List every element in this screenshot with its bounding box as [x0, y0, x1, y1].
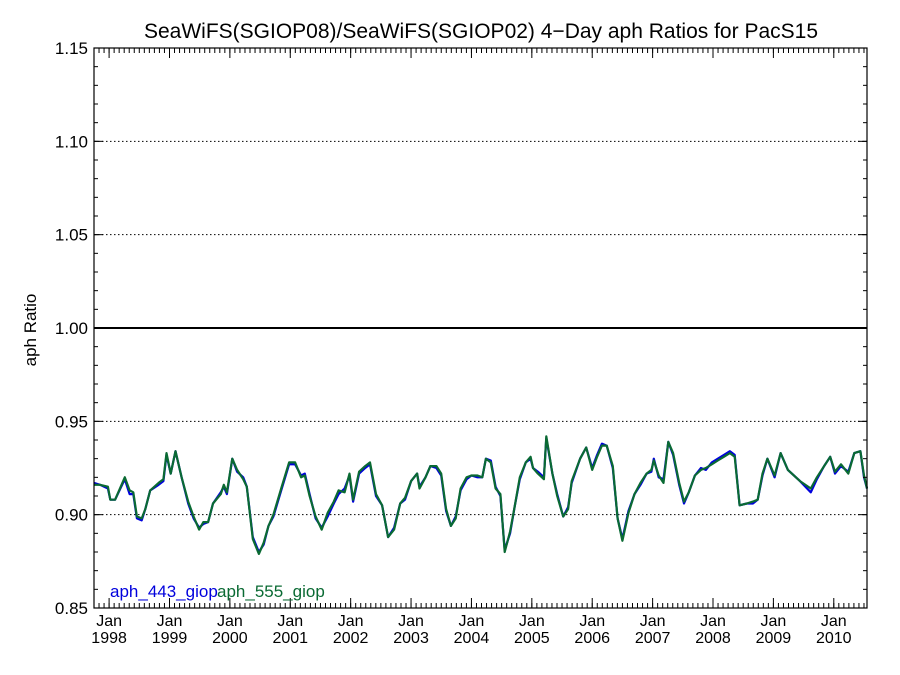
- x-tick-label-month: Jan: [519, 613, 545, 630]
- legend-aph-555-giop: aph_555_giop: [217, 582, 325, 601]
- y-tick-label: 0.95: [55, 412, 88, 431]
- x-tick-label-month: Jan: [459, 613, 485, 630]
- legend: aph_443_giop aph_555_giop: [110, 582, 325, 601]
- x-tick-label-month: Jan: [217, 613, 243, 630]
- y-tick-labels: 0.85 0.90 0.95 1.00 1.05 1.10 1.15: [55, 39, 88, 618]
- chart-title: SeaWiFS(SGIOP08)/SeaWiFS(SGIOP02) 4−Day …: [144, 20, 818, 43]
- series-layer: [93, 435, 869, 555]
- y-tick-label: 1.05: [55, 226, 88, 245]
- x-tick-label-year: 2008: [695, 630, 731, 647]
- x-tick-label-month: Jan: [338, 613, 364, 630]
- x-tick-label-month: Jan: [700, 613, 726, 630]
- x-tick-label-year: 2006: [574, 630, 610, 647]
- x-tick-labels: Jan1998Jan1999Jan2000Jan2001Jan2002Jan20…: [91, 613, 851, 647]
- x-tick-label-month: Jan: [579, 613, 605, 630]
- series-line-aph-555-giop: [94, 435, 869, 555]
- x-tick-label-year: 1999: [152, 630, 188, 647]
- x-tick-label-month: Jan: [157, 613, 183, 630]
- x-tick-label-month: Jan: [760, 613, 786, 630]
- axis-ticks: [93, 47, 867, 609]
- legend-aph-443-giop: aph_443_giop: [110, 582, 218, 601]
- x-tick-label-year: 2005: [514, 630, 550, 647]
- x-tick-label-year: 2010: [816, 630, 852, 647]
- x-tick-label-year: 2002: [333, 630, 369, 647]
- x-tick-label-year: 2007: [635, 630, 671, 647]
- x-tick-label-month: Jan: [96, 613, 122, 630]
- y-tick-label: 1.15: [55, 39, 88, 58]
- y-tick-label: 0.85: [55, 599, 88, 618]
- y-tick-label: 1.10: [55, 132, 88, 151]
- grid-lines: [94, 140, 867, 516]
- x-tick-label-year: 2009: [756, 630, 792, 647]
- x-tick-label-month: Jan: [277, 613, 303, 630]
- x-tick-label-year: 2003: [393, 630, 429, 647]
- y-tick-label: 1.00: [55, 319, 88, 338]
- y-axis-label: aph Ratio: [21, 294, 40, 367]
- x-tick-label-month: Jan: [640, 613, 666, 630]
- x-tick-label-year: 2001: [272, 630, 308, 647]
- x-tick-label-year: 2004: [454, 630, 490, 647]
- x-tick-label-year: 1998: [91, 630, 127, 647]
- x-tick-label-year: 2000: [212, 630, 248, 647]
- y-tick-label: 0.90: [55, 506, 88, 525]
- x-tick-label-month: Jan: [398, 613, 424, 630]
- x-tick-label-month: Jan: [821, 613, 847, 630]
